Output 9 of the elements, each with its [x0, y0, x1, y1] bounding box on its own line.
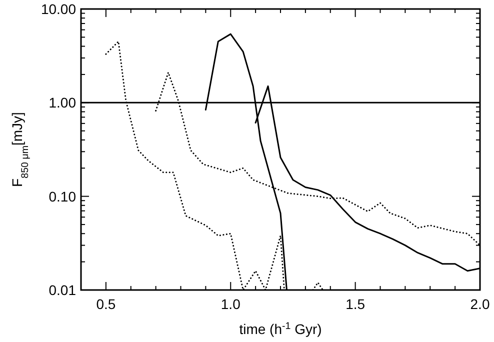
x-tick-label: 0.5	[96, 296, 116, 312]
y-tick-label: 0.01	[48, 282, 76, 298]
y-tick-label: 10.00	[40, 1, 76, 17]
y-tick-label: 1.00	[48, 94, 76, 111]
y-tick-label: 0.10	[48, 188, 76, 204]
x-tick-label: 1.5	[346, 296, 366, 312]
x-axis-title: time (h$^{-1}$ Gyr)	[239, 320, 322, 337]
x-tick-label: 1.0	[220, 296, 241, 312]
x-tick-label: 2.0	[470, 296, 490, 312]
